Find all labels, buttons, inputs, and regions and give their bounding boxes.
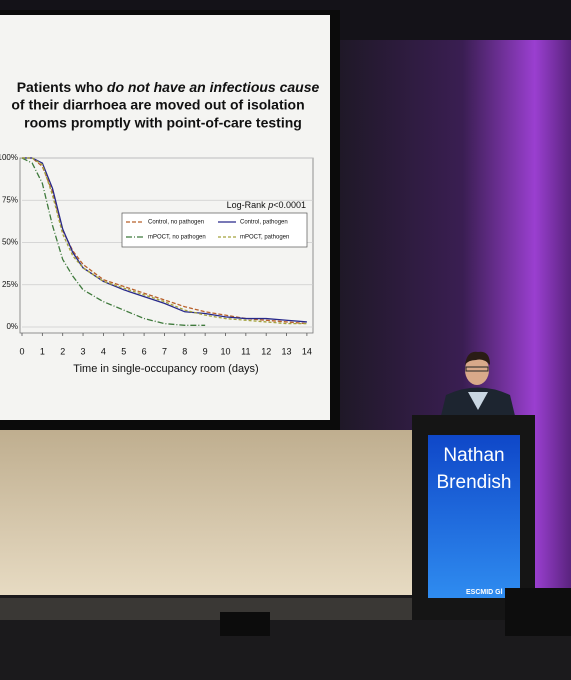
x-tick-label: 2 [60, 346, 65, 356]
y-tick-label: 25% [2, 280, 18, 289]
x-tick-label: 4 [101, 346, 106, 356]
y-tick-label: 0% [6, 322, 18, 331]
y-tick-label: 100% [0, 153, 18, 162]
presenter-head [465, 355, 489, 385]
series-line [22, 157, 307, 323]
monitor [220, 612, 270, 636]
plot: 0%25%50%75%100%01234567891011121314Contr… [0, 153, 314, 356]
annotation-text: p [267, 200, 273, 210]
annotation-text: <0.0001 [273, 200, 306, 210]
annotation: Log-Rank p<0.0001 [227, 200, 306, 210]
slide-title-line: rooms promptly with point-of-care testin… [24, 115, 302, 131]
back-curtain [0, 430, 420, 600]
logo-text: ESCMID Gl [466, 589, 503, 596]
legend-box [121, 212, 308, 248]
legend-label: Control, pathogen [240, 220, 288, 226]
speaker-name: Brendish [437, 472, 512, 493]
speaker-box [505, 588, 571, 636]
legend-label: mPOCT, no pathogen [148, 235, 206, 241]
x-tick-label: 3 [81, 346, 86, 356]
x-axis-label: Time in single-occupancy room (days) [73, 363, 258, 375]
x-tick-label: 14 [302, 346, 312, 356]
x-tick-label: 13 [282, 346, 292, 356]
presenter-hair [465, 351, 490, 365]
y-tick-label: 75% [2, 195, 18, 204]
lectern-screen [428, 435, 520, 598]
legend-label: mPOCT, pathogen [240, 235, 289, 241]
x-tick-label: 7 [162, 346, 167, 356]
series-line [22, 157, 307, 325]
legend-label: Control, no pathogen [148, 220, 204, 226]
x-tick-label: 8 [182, 346, 187, 356]
y-tick-label: 50% [2, 238, 18, 247]
x-tick-label: 1 [40, 346, 45, 356]
legend: Control, no pathogen Control, pathogen mPO… [121, 212, 308, 248]
x-tick-label: 0 [19, 346, 24, 356]
x-tick-label: 11 [241, 346, 250, 356]
series-line [21, 157, 206, 326]
title-text: do not have an infectious cause [107, 79, 320, 95]
x-tick-label: 9 [203, 346, 208, 356]
presenter [440, 351, 516, 420]
x-tick-label: 12 [261, 346, 271, 356]
speaker-name: Nathan [443, 445, 504, 466]
x-tick-label: 5 [121, 346, 126, 356]
x-tick-label: 10 [220, 346, 230, 356]
x-tick-label: 6 [142, 346, 147, 356]
slide-title-line: of their diarrhoea are moved out of isol… [11, 97, 304, 113]
title-text: Patients who [17, 79, 107, 95]
presenter-glasses [465, 366, 489, 372]
annotation-text: Log-Rank [227, 200, 269, 210]
presenter-shirt [468, 392, 488, 410]
slide-title-line: Patients who do not have an infectious c… [17, 79, 320, 95]
